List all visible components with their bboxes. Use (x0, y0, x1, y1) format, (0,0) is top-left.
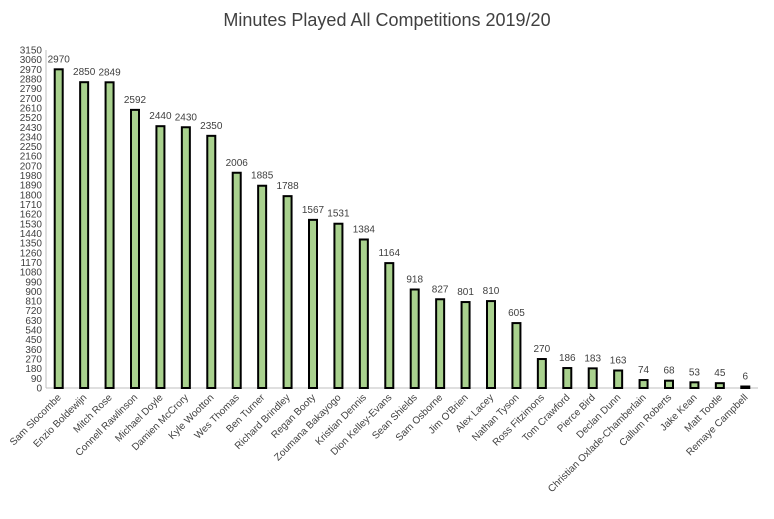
bar (358, 238, 369, 389)
data-label: 605 (508, 308, 525, 319)
data-label: 1164 (379, 248, 401, 259)
data-label: 2350 (200, 121, 223, 132)
y-tick-label: 360 (25, 345, 42, 356)
y-tick-label: 1620 (20, 210, 43, 221)
data-label: 68 (663, 366, 675, 377)
bar (282, 195, 293, 389)
bar (689, 381, 700, 390)
data-label: 53 (689, 367, 701, 378)
y-tick-label: 1800 (20, 190, 43, 201)
y-tick-label: 2520 (20, 113, 43, 124)
y-tick-label: 2070 (20, 161, 43, 172)
y-tick-label: 1530 (20, 219, 43, 230)
y-tick-label: 2160 (20, 152, 43, 163)
bar (638, 379, 649, 390)
data-label: 270 (534, 344, 551, 355)
bar (384, 262, 395, 389)
y-tick-label: 1980 (20, 171, 43, 182)
y-tick-label: 720 (25, 306, 42, 317)
y-tick-label: 180 (25, 364, 42, 375)
y-tick-label: 3060 (20, 55, 43, 66)
bar (460, 301, 471, 389)
data-label: 2440 (149, 111, 172, 122)
data-label: 186 (559, 353, 576, 364)
y-tick-label: 810 (25, 297, 42, 308)
bar (562, 367, 573, 389)
data-label: 1567 (302, 205, 325, 216)
data-label: 801 (457, 287, 474, 298)
data-label: 183 (584, 353, 601, 364)
data-label: 1885 (251, 171, 274, 182)
bar (53, 68, 64, 389)
y-tick-label: 2430 (20, 123, 43, 134)
data-label: 6 (743, 372, 749, 383)
bar (104, 81, 115, 389)
data-label: 1384 (353, 224, 376, 235)
y-tick-label: 270 (25, 355, 42, 366)
data-label: 918 (406, 274, 423, 285)
y-tick-label: 2970 (20, 65, 43, 76)
y-tick-label: 0 (36, 384, 42, 395)
y-tick-label: 2340 (20, 132, 43, 143)
y-tick-label: 2610 (20, 103, 43, 114)
bar (536, 358, 547, 389)
y-tick-label: 1890 (20, 181, 43, 192)
data-label: 45 (714, 368, 726, 379)
data-label: 2592 (124, 95, 147, 106)
bar (308, 218, 318, 389)
bar (486, 300, 496, 390)
bar (206, 134, 217, 389)
data-label: 1788 (276, 181, 299, 192)
bar (613, 369, 624, 389)
data-label: 2850 (73, 67, 96, 78)
bar (333, 222, 344, 389)
bar (664, 379, 674, 389)
data-label: 74 (638, 365, 650, 376)
y-tick-label: 1170 (20, 258, 42, 269)
y-tick-label: 630 (25, 316, 42, 327)
data-label: 2006 (226, 158, 249, 169)
y-tick-label: 2880 (20, 74, 43, 85)
chart-title: Minutes Played All Competitions 2019/20 (223, 10, 551, 30)
y-tick-label: 2250 (20, 142, 43, 153)
y-tick-label: 900 (25, 287, 42, 298)
bar (155, 125, 166, 390)
y-tick-label: 1440 (20, 229, 43, 240)
bar (257, 184, 268, 389)
bar (130, 108, 140, 389)
bar (587, 367, 598, 389)
data-label: 2970 (48, 54, 71, 65)
bar (714, 382, 725, 389)
data-label: 810 (483, 286, 500, 297)
y-tick-label: 1080 (20, 268, 43, 279)
data-label: 827 (432, 284, 449, 295)
y-tick-label: 3150 (20, 46, 43, 57)
data-label: 163 (610, 356, 627, 367)
bar (231, 171, 242, 389)
y-tick-label: 540 (25, 326, 42, 337)
bar (435, 298, 446, 390)
bar (79, 81, 90, 389)
data-label: 1531 (327, 209, 350, 220)
bar (511, 322, 522, 390)
data-label: 2430 (175, 112, 198, 123)
y-tick-label: 450 (25, 335, 42, 346)
y-tick-label: 1350 (20, 239, 43, 250)
y-tick-label: 1710 (20, 200, 43, 211)
y-tick-label: 990 (25, 277, 42, 288)
y-tick-label: 2790 (20, 84, 43, 95)
data-label: 2849 (98, 67, 121, 78)
bar (740, 385, 751, 389)
y-tick-label: 1260 (20, 248, 43, 259)
bar (409, 288, 420, 389)
y-tick-label: 2700 (20, 94, 43, 105)
bar (180, 126, 191, 389)
y-tick-label: 90 (31, 374, 43, 385)
